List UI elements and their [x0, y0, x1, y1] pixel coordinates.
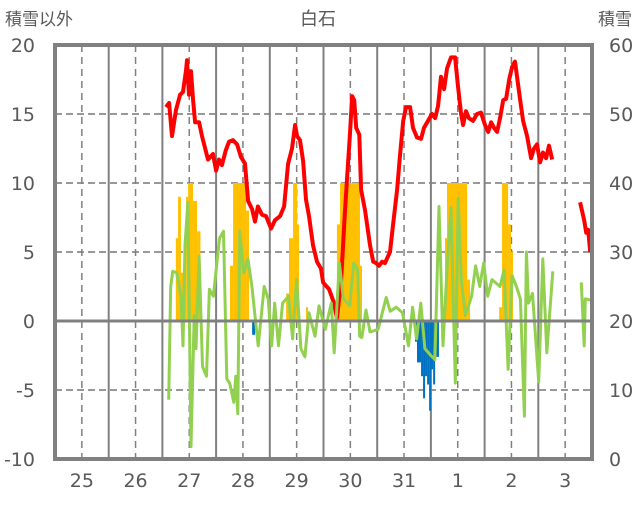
yellow-bar [293, 183, 298, 321]
yellow-bar [508, 224, 512, 321]
yellow-bar [286, 293, 290, 321]
blue-bar [431, 321, 434, 370]
yellow-bar [499, 307, 503, 321]
left-tick-label: 0 [23, 311, 35, 333]
x-tick-label: 2 [505, 470, 517, 492]
x-tick-label: 3 [559, 470, 571, 492]
red-line-segment [578, 201, 593, 253]
right-tick-label: 0 [609, 449, 621, 471]
blue-bar [423, 321, 426, 399]
blue-bar [421, 321, 424, 377]
yellow-bar [297, 224, 300, 321]
chart-title: 白石 [300, 9, 336, 30]
blue-bar [417, 321, 422, 363]
plot-frame [53, 43, 594, 461]
left-tick-label: 15 [11, 104, 35, 126]
x-tick-label: 28 [231, 470, 255, 492]
left-tick-label: 20 [11, 35, 35, 57]
blue-bar [252, 321, 256, 335]
yellow-bar [306, 307, 309, 321]
x-tick-label: 25 [70, 470, 94, 492]
left-tick-label: 5 [23, 242, 35, 264]
right-axis-label: 積雪 [598, 10, 632, 30]
yellow-bar [229, 265, 234, 321]
right-tick-label: 20 [609, 311, 633, 333]
right-tick-label: 40 [609, 173, 633, 195]
yellow-bar [193, 200, 198, 321]
x-tick-label: 27 [177, 470, 201, 492]
x-tick-label: 31 [392, 470, 416, 492]
x-tick-label: 1 [452, 470, 464, 492]
left-tick-label: -10 [4, 449, 35, 471]
green-line-segment [167, 196, 555, 449]
x-tick-label: 26 [123, 470, 147, 492]
x-tick-label: 30 [338, 470, 362, 492]
x-tick-label: 29 [285, 470, 309, 492]
right-tick-label: 60 [609, 35, 633, 57]
right-tick-label: 50 [609, 104, 633, 126]
blue-bar [429, 321, 432, 411]
yellow-bar [188, 183, 194, 321]
left-tick-label: 10 [11, 173, 35, 195]
left-tick-label: -5 [16, 380, 35, 402]
yellow-bar [289, 238, 294, 321]
right-tick-label: 30 [609, 242, 633, 264]
yellow-bar [467, 279, 471, 321]
right-tick-label: 10 [609, 380, 633, 402]
plot-border [53, 43, 594, 461]
yellow-bar [359, 265, 362, 321]
left-axis-label: 積雪以外 [5, 10, 73, 30]
lines [164, 55, 593, 461]
blue-bar [435, 321, 439, 357]
red-line-segment [164, 55, 555, 321]
yellow-bar [502, 183, 509, 321]
yellow-bar [178, 196, 181, 321]
